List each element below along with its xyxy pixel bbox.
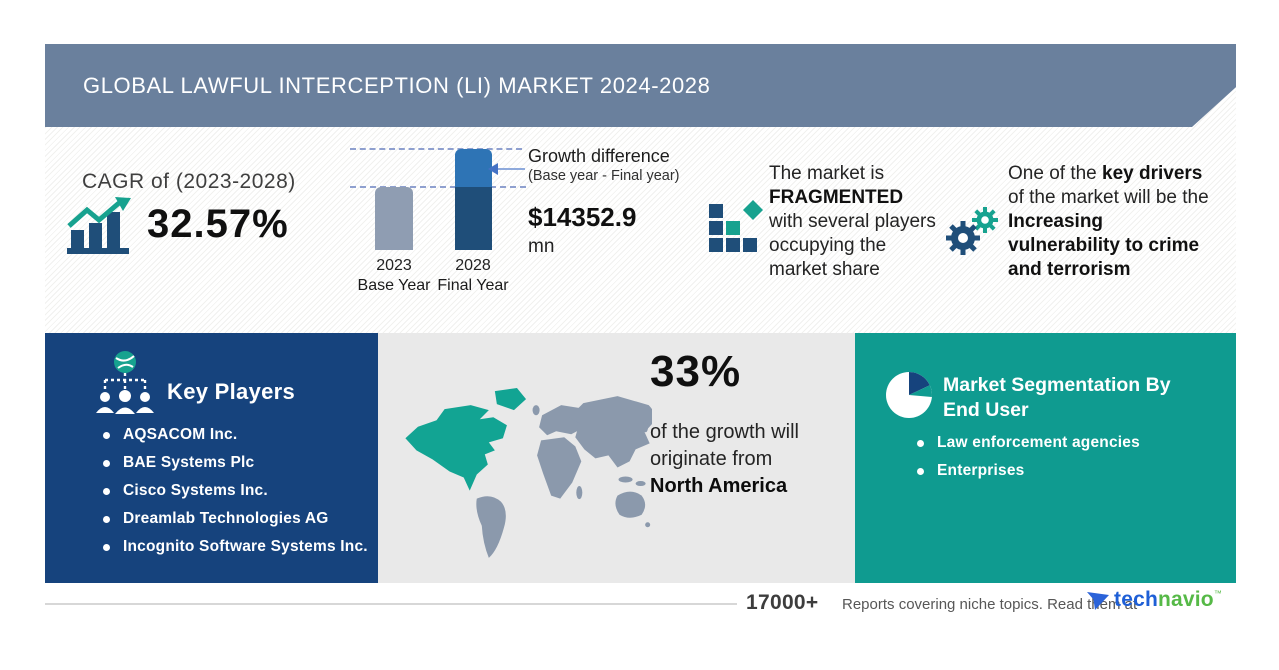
reports-count: 17000+ (746, 591, 819, 614)
bar-year-2028: 2028 (455, 257, 491, 274)
growth-difference-value: $14352.9 (528, 202, 637, 232)
world-map (390, 379, 655, 575)
key-driver-mid: of the market will be the (1008, 186, 1209, 208)
regional-text: of the growth will originate from North … (650, 419, 799, 500)
fragmentation-post: with several players occupying the marke… (769, 210, 936, 280)
segmentation-title-line2: End User (943, 399, 1029, 422)
gears-icon (946, 207, 998, 255)
key-player-name: AQSACOM Inc. (123, 426, 238, 443)
bullet-icon (103, 459, 110, 467)
key-players-panel: Key Players AQSACOM Inc. BAE Systems Plc… (45, 333, 378, 583)
key-player-name: Dreamlab Technologies AG (123, 510, 329, 527)
header-bar: GLOBAL LAWFUL INTERCEPTION (LI) MARKET 2… (45, 44, 1236, 127)
dashed-guide-top (350, 148, 522, 150)
regional-line1: of the growth will (650, 421, 799, 443)
growth-difference-unit: mn (528, 236, 555, 257)
bar-2028-base-segment (455, 187, 492, 250)
regional-line2: originate from (650, 448, 773, 470)
segmentation-panel: Market Segmentation By End User Law enfo… (855, 333, 1236, 583)
bar-year-2023: 2023 (376, 257, 412, 274)
key-player-name: Cisco Systems Inc. (123, 482, 268, 499)
footer-message: Reports covering niche topics. Read them… (842, 596, 1138, 613)
regional-region: North America (650, 475, 788, 497)
bullet-icon (103, 487, 110, 495)
list-item: Enterprises (917, 457, 1140, 485)
cagr-value: 32.57% (147, 202, 289, 246)
segmentation-list: Law enforcement agencies Enterprises (917, 429, 1140, 485)
brand-tech: tech (1114, 588, 1158, 611)
regional-percent: 33% (650, 347, 742, 396)
bullet-icon (917, 467, 924, 475)
bar-2028 (455, 149, 492, 250)
list-item: BAE Systems Plc (103, 449, 368, 477)
key-player-name: Incognito Software Systems Inc. (123, 538, 368, 555)
brand-navio: navio (1157, 588, 1214, 611)
key-player-name: BAE Systems Plc (123, 454, 255, 471)
technavio-logo-icon (1087, 592, 1109, 610)
org-globe-icon (96, 351, 154, 414)
list-item: AQSACOM Inc. (103, 421, 368, 449)
list-item: Law enforcement agencies (917, 429, 1140, 457)
bar-label-base-year: Base Year (357, 277, 431, 294)
regional-panel: 33% of the growth will originate from No… (378, 333, 855, 583)
bar-2023 (375, 187, 413, 250)
growth-difference-subtitle: (Base year - Final year) (528, 168, 680, 184)
bullet-icon (103, 431, 110, 439)
bullet-icon (103, 515, 110, 523)
segment-name: Enterprises (937, 462, 1025, 479)
segmentation-title-line1: Market Segmentation By (943, 374, 1171, 396)
list-item: Dreamlab Technologies AG (103, 505, 368, 533)
growth-difference-title: Growth difference (528, 146, 670, 166)
key-players-title: Key Players (167, 379, 296, 404)
callout-arrow-line (497, 168, 525, 170)
page-title: GLOBAL LAWFUL INTERCEPTION (LI) MARKET 2… (83, 73, 711, 98)
bar-label-final-year: Final Year (437, 277, 509, 294)
segment-name: Law enforcement agencies (937, 434, 1140, 451)
fragmentation-text: The market is FRAGMENTED with several pl… (769, 162, 941, 282)
fragmentation-highlight: FRAGMENTED (769, 186, 904, 208)
dashed-guide-base (350, 186, 526, 188)
trademark-mark: ™ (1213, 588, 1222, 598)
list-item: Cisco Systems Inc. (103, 477, 368, 505)
cagr-label: CAGR of (2023-2028) (82, 170, 296, 193)
footer-divider (45, 603, 737, 605)
pie-chart-icon (886, 372, 932, 418)
key-driver-pre: One of the (1008, 163, 1103, 184)
fragmentation-pre: The market is (769, 163, 885, 184)
segmentation-title: Market Segmentation By End User (943, 373, 1171, 424)
key-driver-highlight: key drivers (1102, 163, 1203, 184)
technavio-logo[interactable]: tech navio ™ (1086, 588, 1222, 612)
key-players-list: AQSACOM Inc. BAE Systems Plc Cisco Syste… (103, 421, 368, 561)
bullet-icon (917, 439, 924, 447)
key-driver-topic: Increasing vulnerability to crime and te… (1008, 210, 1200, 280)
callout-arrow-icon (488, 163, 498, 175)
bar-2028-growth-segment (455, 149, 492, 187)
bullet-icon (103, 543, 110, 551)
list-item: Incognito Software Systems Inc. (103, 533, 368, 561)
key-driver-text: One of the key drivers of the market wil… (1008, 162, 1216, 282)
infographic-card: GLOBAL LAWFUL INTERCEPTION (LI) MARKET 2… (45, 44, 1236, 583)
bar-growth-icon (67, 197, 131, 254)
fragmented-blocks-icon (709, 200, 763, 252)
